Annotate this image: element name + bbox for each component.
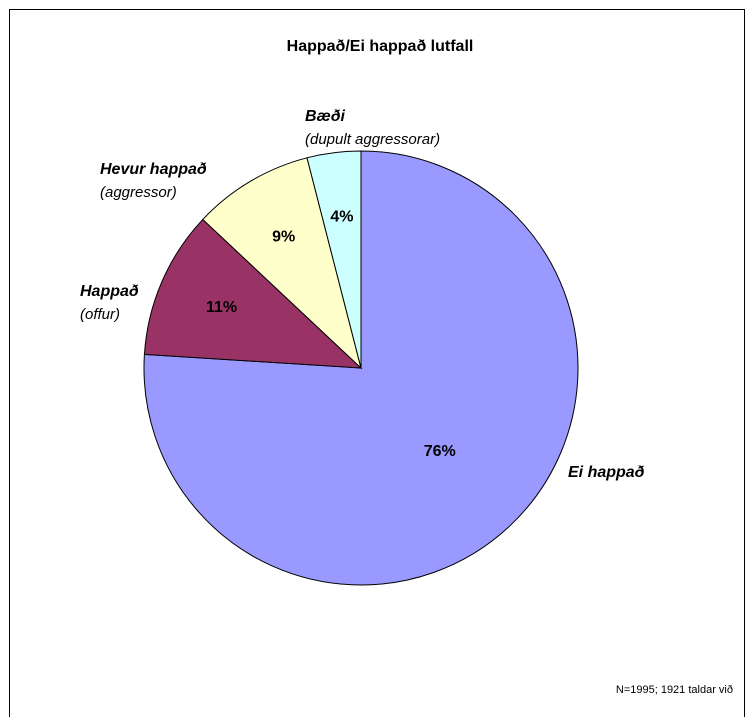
category-sublabel: (offur) [80,306,120,323]
category-sublabel: (aggressor) [100,184,177,201]
category-label: Hevur happað [100,161,207,178]
data-label: 11% [206,299,237,316]
category-label: Bæði [305,108,346,125]
note: N=1995; 1921 taldar við [616,684,733,696]
pie-slice [202,157,362,370]
pie-slice [306,150,362,369]
chart-title: Happað/Ei happað lutfall [287,38,474,55]
data-label: 76% [424,443,456,460]
category-sublabel: (dupult aggressorar) [305,131,440,148]
category-label: Happað [80,283,139,300]
data-label: 4% [330,209,353,226]
data-label: 9% [272,228,295,245]
category-label: Ei happað [568,464,645,481]
pie-slice [143,218,363,369]
